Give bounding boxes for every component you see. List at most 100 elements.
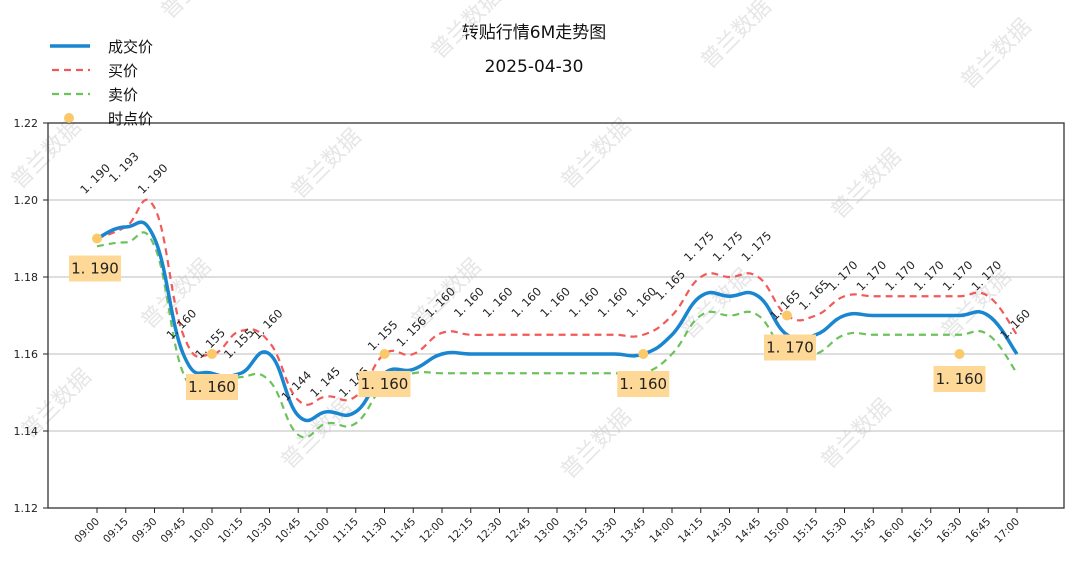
- legend-item-sell: 卖价: [50, 82, 153, 106]
- data-label: 1. 193: [106, 149, 142, 185]
- point-price-label: 1. 160: [188, 378, 236, 396]
- x-tick-label: 12:30: [475, 516, 505, 546]
- x-tick-label: 09:30: [130, 516, 160, 546]
- legend-item-buy: 买价: [50, 58, 153, 82]
- watermark-text: 普兰数据: [557, 114, 637, 194]
- data-label: 1. 160: [250, 306, 286, 342]
- point-price-box: [617, 371, 670, 397]
- data-label: 1. 160: [537, 284, 573, 320]
- data-label: 1. 170: [882, 258, 918, 294]
- point-price-label: 1. 160: [619, 375, 667, 393]
- watermark-text: 普兰数据: [557, 404, 637, 484]
- x-tick-label: 12:00: [417, 516, 447, 546]
- legend-label: 卖价: [108, 85, 139, 104]
- watermark-text: 普兰数据: [957, 14, 1037, 94]
- x-tick-label: 13:30: [590, 516, 620, 546]
- x-tick-label: 16:15: [906, 516, 936, 546]
- legend-label: 成交价: [108, 37, 154, 56]
- dot-marker-icon: [50, 112, 90, 124]
- data-label: 1. 165: [652, 267, 688, 303]
- point-price-marker: [207, 349, 217, 359]
- watermark-text: 普兰数据: [817, 394, 897, 474]
- legend: 成交价 买价 卖价 时点价: [50, 34, 153, 130]
- data-label: 1. 190: [77, 161, 113, 197]
- x-tick-label: 10:30: [245, 516, 275, 546]
- point-price-label: 1. 170: [766, 339, 814, 357]
- plot-frame: [47, 122, 1065, 509]
- x-tick-label: 15:45: [848, 516, 878, 546]
- x-tick-label: 13:45: [618, 516, 648, 546]
- solid-line-icon: [50, 40, 90, 52]
- watermark-text: 普兰数据: [277, 394, 357, 474]
- y-tick-label: 1.18: [14, 271, 39, 284]
- x-tick-label: 10:45: [273, 516, 303, 546]
- x-tick-label: 13:15: [561, 516, 591, 546]
- data-label: 1. 160: [595, 284, 631, 320]
- data-label: 1. 170: [911, 258, 947, 294]
- data-label: 1. 175: [681, 229, 717, 265]
- data-label: 1. 160: [508, 284, 544, 320]
- point-price-marker: [92, 233, 102, 244]
- x-tick-label: 09:45: [158, 516, 188, 546]
- watermark-text: 普兰数据: [697, 0, 777, 74]
- x-tick-label: 15:30: [820, 516, 850, 546]
- legend-label: 时点价: [108, 109, 154, 128]
- watermark-text: 普兰数据: [287, 124, 367, 204]
- x-tick-label: 16:30: [935, 516, 965, 546]
- point-price-box: [186, 374, 238, 400]
- point-price-box: [358, 371, 411, 397]
- watermark-text: 普兰数据: [427, 0, 507, 64]
- x-tick-label: 10:00: [187, 516, 217, 546]
- x-tick-label: 14:45: [733, 516, 763, 546]
- x-tick-label: 17:00: [992, 516, 1022, 546]
- x-tick-label: 09:00: [72, 516, 102, 546]
- point-price-label: 1. 160: [361, 375, 409, 393]
- y-tick-label: 1.16: [14, 348, 39, 361]
- x-tick-label: 12:45: [503, 516, 533, 546]
- x-tick-label: 15:15: [791, 516, 821, 546]
- x-tick-label: 10:15: [216, 516, 246, 546]
- x-tick-label: 11:00: [302, 516, 332, 546]
- point-price-label: 1. 190: [71, 260, 119, 278]
- data-label: 1. 160: [623, 284, 659, 320]
- watermark-text: 普兰数据: [827, 144, 907, 224]
- data-label: 1. 170: [853, 258, 889, 294]
- chart-date: 2025-04-30: [484, 57, 584, 77]
- watermark-text: 普兰数据: [157, 0, 237, 24]
- x-tick-label: 16:00: [877, 516, 907, 546]
- x-tick-label: 14:30: [705, 516, 735, 546]
- legend-label: 买价: [108, 61, 139, 80]
- x-tick-label: 11:30: [360, 516, 390, 546]
- x-tick-label: 14:15: [676, 516, 706, 546]
- x-tick-label: 11:45: [388, 516, 418, 546]
- x-tick-label: 14:00: [647, 516, 677, 546]
- data-label: 1. 170: [940, 258, 976, 294]
- data-label: 1. 160: [566, 284, 602, 320]
- point-price-marker: [379, 349, 390, 359]
- point-price-box: [933, 366, 986, 392]
- data-label: 1. 170: [825, 258, 861, 294]
- point-price-label: 1. 160: [936, 370, 984, 388]
- y-tick-label: 1.12: [14, 502, 39, 515]
- point-price-box: [764, 334, 816, 361]
- point-price-marker: [954, 349, 965, 359]
- point-price-marker: [782, 310, 792, 321]
- x-tick-label: 11:15: [331, 516, 361, 546]
- data-label: 1. 175: [738, 229, 774, 265]
- point-price-box: [69, 255, 121, 282]
- data-label: 1. 190: [135, 161, 171, 197]
- buy-price-line: [96, 198, 1018, 406]
- legend-item-point: 时点价: [50, 106, 153, 130]
- data-label: 1. 155: [365, 318, 401, 354]
- point-price-marker: [638, 349, 649, 359]
- deal-price-line: [96, 220, 1019, 423]
- y-tick-label: 1.14: [14, 425, 39, 438]
- legend-item-deal: 成交价: [50, 34, 153, 58]
- chart-title: 转贴行情6M走势图: [461, 23, 607, 43]
- y-tick-label: 1.20: [14, 194, 39, 207]
- dashed-line-icon: [50, 88, 90, 100]
- data-label: 1. 160: [480, 284, 516, 320]
- y-tick-label: 1.22: [14, 117, 39, 130]
- data-label: 1. 175: [710, 229, 746, 265]
